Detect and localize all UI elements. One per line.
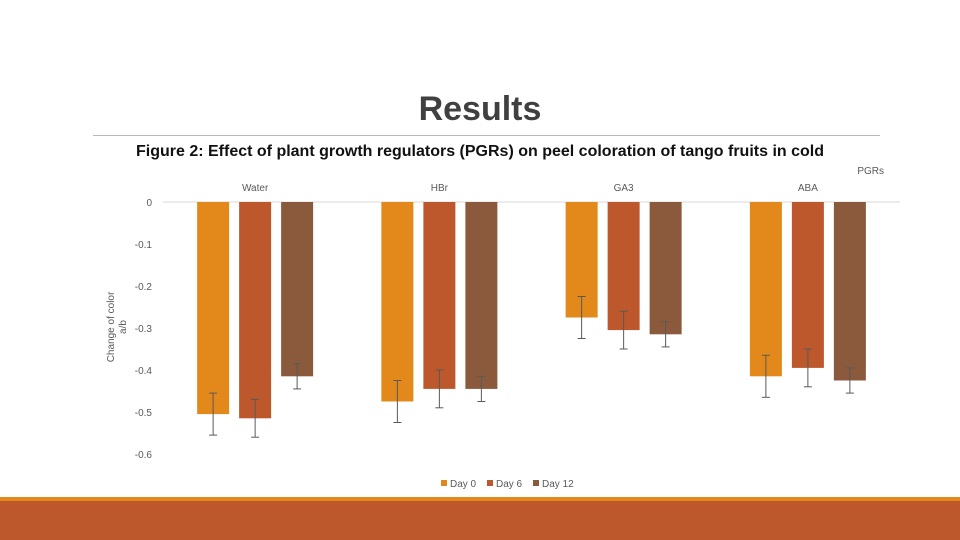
y-axis-label-unit: a/b <box>118 320 129 334</box>
footer-bar <box>0 501 960 540</box>
legend-swatch <box>487 480 493 486</box>
legend-label: Day 12 <box>542 479 574 490</box>
category-label: GA3 <box>614 183 634 194</box>
bar <box>381 202 414 402</box>
bar <box>649 202 682 335</box>
legend-label: Day 0 <box>450 479 477 490</box>
bar <box>239 202 272 419</box>
bar <box>791 202 824 368</box>
bars <box>197 202 866 419</box>
bar <box>197 202 230 415</box>
y-tick-label: -0.1 <box>135 240 153 251</box>
category-label: ABA <box>798 183 818 194</box>
bar <box>833 202 866 381</box>
bar <box>281 202 314 377</box>
figure-caption: Figure 2: Effect of plant growth regulat… <box>135 143 824 160</box>
y-axis-label: Change of color <box>106 291 117 362</box>
y-axis-ticks: 0 -0.1 -0.2 -0.3 -0.4 -0.5 -0.6 <box>135 198 153 461</box>
legend: Day 0 Day 6 Day 12 <box>441 479 574 490</box>
category-labels: Water HBr GA3 ABA <box>242 183 818 194</box>
y-tick-label: -0.5 <box>135 408 153 419</box>
x-axis-title: PGRs <box>857 166 884 177</box>
y-tick-label: 0 <box>146 198 152 209</box>
category-label: HBr <box>431 183 449 194</box>
bar <box>465 202 498 389</box>
bar <box>423 202 456 389</box>
bar <box>749 202 782 377</box>
legend-swatch <box>533 480 539 486</box>
error-bars <box>209 296 854 438</box>
footer-accent-line <box>0 497 960 501</box>
y-tick-label: -0.3 <box>135 324 153 335</box>
y-tick-label: -0.6 <box>135 450 153 461</box>
legend-label: Day 6 <box>496 479 523 490</box>
bar <box>607 202 640 331</box>
y-tick-label: -0.4 <box>135 366 153 377</box>
category-label: Water <box>242 183 269 194</box>
y-tick-label: -0.2 <box>135 282 153 293</box>
slide-title: Results <box>418 90 542 128</box>
legend-swatch <box>441 480 447 486</box>
title-divider <box>93 135 880 136</box>
